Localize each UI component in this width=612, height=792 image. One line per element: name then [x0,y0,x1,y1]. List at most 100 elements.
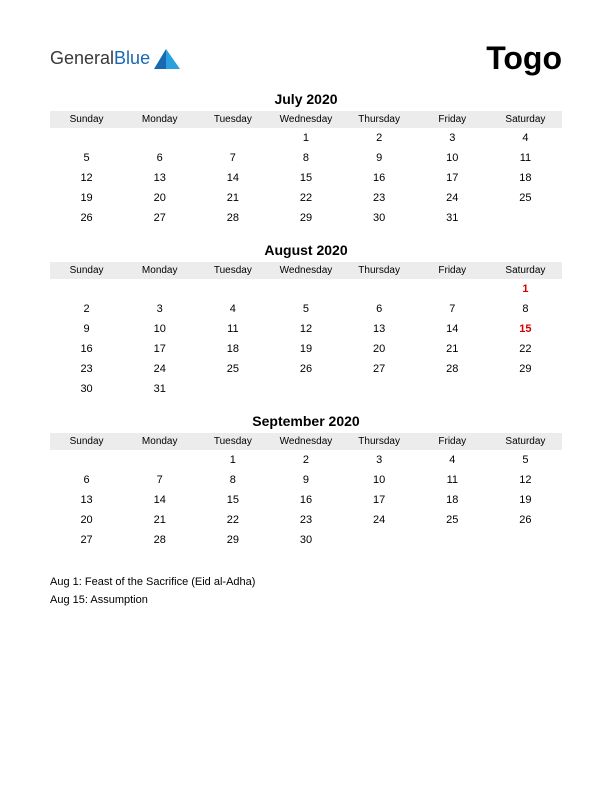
day-header: Wednesday [269,111,342,128]
table-row: 9101112131415 [50,319,562,339]
table-row: 13141516171819 [50,490,562,510]
day-cell [489,379,562,399]
day-cell: 27 [123,208,196,228]
day-cell: 23 [50,359,123,379]
day-cell: 17 [123,339,196,359]
day-cell: 28 [416,359,489,379]
day-cell [196,379,269,399]
day-header: Friday [416,433,489,450]
day-header: Thursday [343,262,416,279]
day-cell: 22 [196,510,269,530]
day-cell: 13 [50,490,123,510]
day-header: Wednesday [269,262,342,279]
table-row: 262728293031 [50,208,562,228]
day-cell: 14 [123,490,196,510]
table-row: 16171819202122 [50,339,562,359]
month-title: July 2020 [50,91,562,107]
holiday-notes: Aug 1: Feast of the Sacrifice (Eid al-Ad… [50,574,562,609]
day-cell: 2 [269,450,342,470]
day-cell: 12 [269,319,342,339]
day-header: Monday [123,433,196,450]
day-cell: 22 [269,188,342,208]
day-cell: 2 [50,299,123,319]
day-cell: 20 [50,510,123,530]
day-cell: 22 [489,339,562,359]
day-cell: 10 [123,319,196,339]
brand-part2: Blue [114,48,150,68]
day-cell: 14 [416,319,489,339]
day-cell: 7 [416,299,489,319]
day-cell: 11 [489,148,562,168]
day-header: Friday [416,262,489,279]
day-cell: 12 [489,470,562,490]
day-cell: 1 [269,128,342,148]
day-header: Thursday [343,433,416,450]
day-cell [416,530,489,550]
day-cell: 30 [50,379,123,399]
calendar-table: SundayMondayTuesdayWednesdayThursdayFrid… [50,433,562,550]
table-row: 20212223242526 [50,510,562,530]
day-cell: 24 [416,188,489,208]
day-cell: 17 [416,168,489,188]
day-cell [416,379,489,399]
brand-logo: GeneralBlue [50,48,180,69]
day-cell: 23 [343,188,416,208]
day-cell: 18 [489,168,562,188]
table-row: 27282930 [50,530,562,550]
day-cell: 24 [343,510,416,530]
brand-text: GeneralBlue [50,48,150,69]
day-cell [50,450,123,470]
day-header: Saturday [489,111,562,128]
country-title: Togo [486,40,562,77]
day-cell: 5 [269,299,342,319]
day-cell: 20 [123,188,196,208]
day-cell: 26 [269,359,342,379]
day-header: Wednesday [269,433,342,450]
day-header: Thursday [343,111,416,128]
day-cell: 18 [196,339,269,359]
day-cell [50,279,123,299]
day-header: Monday [123,262,196,279]
day-cell: 8 [269,148,342,168]
day-cell: 7 [123,470,196,490]
month-title: August 2020 [50,242,562,258]
month-block: July 2020SundayMondayTuesdayWednesdayThu… [50,91,562,228]
day-cell: 20 [343,339,416,359]
day-cell: 31 [123,379,196,399]
day-cell: 25 [416,510,489,530]
months-container: July 2020 SundayMondayTuesdayWednesdayThu… [50,91,562,550]
day-cell: 17 [343,490,416,510]
day-cell: 19 [269,339,342,359]
day-cell: 16 [50,339,123,359]
table-row: 6789101112 [50,470,562,490]
calendar-table: SundayMondayTuesdayWednesdayThursdayFrid… [50,262,562,399]
day-cell: 10 [343,470,416,490]
day-cell: 5 [489,450,562,470]
day-cell: 13 [123,168,196,188]
day-header: Saturday [489,262,562,279]
day-cell: 27 [343,359,416,379]
day-cell: 4 [416,450,489,470]
day-cell [123,279,196,299]
day-cell: 11 [196,319,269,339]
month-block: August 2020 SundayMondayTuesdayWednesdayT… [50,242,562,399]
day-cell [50,128,123,148]
day-cell: 11 [416,470,489,490]
day-cell: 4 [196,299,269,319]
day-cell: 23 [269,510,342,530]
day-cell: 15 [196,490,269,510]
header: GeneralBlue Togo [50,40,562,77]
day-cell: 12 [50,168,123,188]
month-block: September 2020SundayMondayTuesdayWednesd… [50,413,562,550]
day-cell [343,530,416,550]
day-cell: 10 [416,148,489,168]
day-cell: 6 [123,148,196,168]
table-row: 1 [50,279,562,299]
day-cell: 1 [489,279,562,299]
day-cell: 6 [50,470,123,490]
day-cell: 4 [489,128,562,148]
day-cell: 18 [416,490,489,510]
day-header: Tuesday [196,111,269,128]
day-cell: 28 [196,208,269,228]
day-cell: 29 [269,208,342,228]
